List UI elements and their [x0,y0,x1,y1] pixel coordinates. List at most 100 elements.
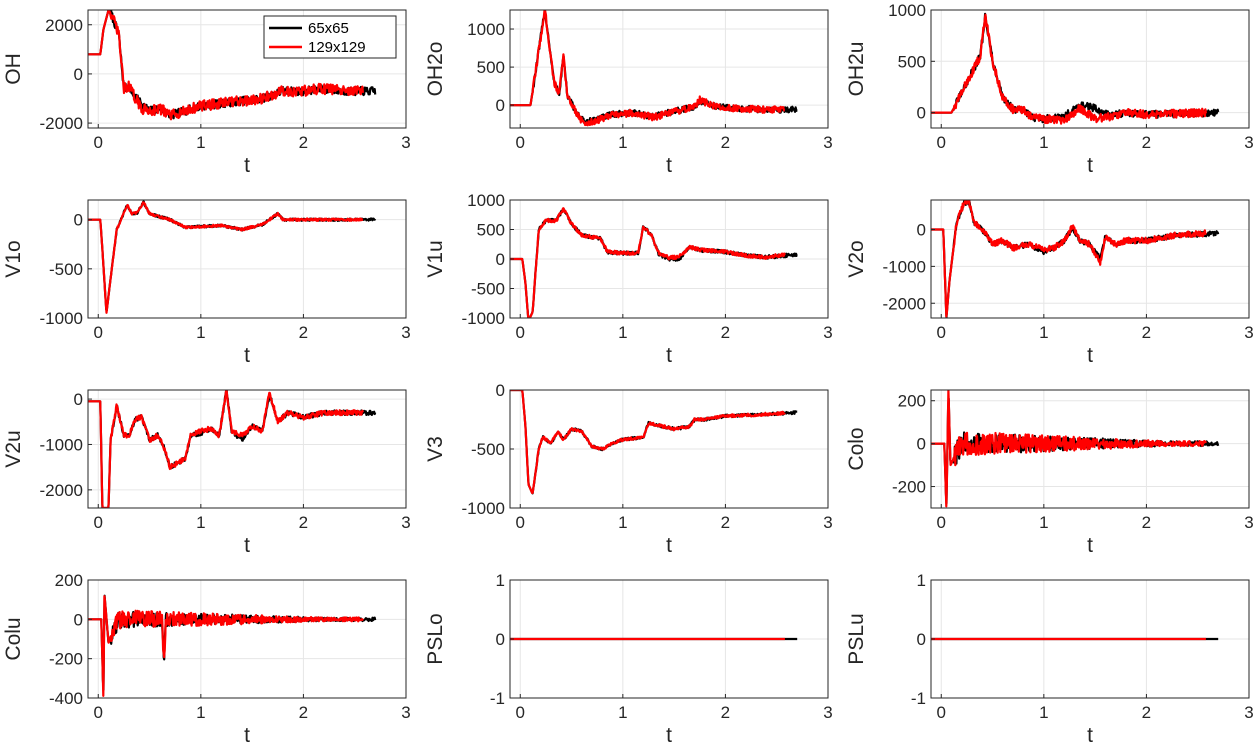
x-tick-label: 3 [823,513,832,532]
x-tick-label: 2 [721,323,730,342]
x-tick-label: 1 [196,703,205,722]
y-axis-label: V2o [845,240,868,277]
y-tick-label: -2000 [883,294,926,313]
x-tick-label: 2 [299,703,308,722]
y-tick-label: 0 [496,250,505,269]
subplot-pslu: 0 1 2 3 1 0 -1 t PSLu [845,571,1253,747]
y-tick-label: 0 [917,221,926,240]
y-tick-label: 0 [917,104,926,123]
subplot-v2o: 0 1 2 3 0 -1000 -2000 t V2o [845,199,1253,367]
x-tick-label: 1 [1039,703,1048,722]
y-axis-label: OH [2,53,25,85]
y-axis-label: PSLo [424,613,447,664]
y-tick-label: -200 [892,478,926,497]
y-tick-label: 1 [917,571,926,590]
x-tick-label: 1 [618,133,627,152]
y-tick-label: 500 [898,52,926,71]
x-tick-label: 2 [299,323,308,342]
x-tick-label: 1 [618,323,627,342]
x-tick-label: 0 [94,133,103,152]
y-tick-label: 0 [496,381,505,400]
series-line-129x129 [88,390,364,508]
subplot-oh2u: 0 1 2 3 1000 500 0 t OH2u [845,1,1253,177]
x-tick-label: 1 [1039,323,1048,342]
axes-box [930,389,1250,509]
y-tick-label: 1000 [888,1,926,20]
x-axis-label: t [1087,344,1093,367]
subplot-pslo: 0 1 2 3 1 0 -1 t PSLo [424,571,833,747]
x-axis-label: t [1087,534,1093,557]
x-tick-label: 0 [94,323,103,342]
x-tick-label: 0 [516,703,525,722]
axes-box [87,199,407,319]
x-tick-label: 3 [1244,133,1253,152]
y-tick-label: 0 [917,435,926,454]
x-tick-label: 3 [1244,703,1253,722]
x-tick-label: 2 [1142,703,1151,722]
series-line-129x129 [931,390,1207,508]
x-tick-label: 2 [299,513,308,532]
series-line-129x129 [510,207,786,318]
legend-box [263,15,397,59]
x-tick-label: 2 [721,703,730,722]
subplot-oh: 0 1 2 3 2000 0 -2000 t OH 65x65 129x129 [2,9,411,177]
y-tick-label: -2000 [40,114,83,133]
x-axis-label: t [244,344,250,367]
x-tick-label: 3 [1244,513,1253,532]
y-tick-label: 1 [496,571,505,590]
x-axis-label: t [666,344,672,367]
x-tick-label: 1 [1039,513,1048,532]
y-tick-label: 500 [477,221,505,240]
y-tick-label: -1 [911,689,926,708]
x-tick-label: 2 [721,513,730,532]
x-tick-label: 2 [721,133,730,152]
y-tick-label: 1000 [467,20,505,39]
x-axis-label: t [244,724,250,747]
series-line-65x65 [88,594,377,692]
x-tick-label: 0 [937,133,946,152]
subplot-colo: 0 1 2 3 200 0 -200 t Colo [845,389,1253,557]
series-line-129x129 [510,10,786,127]
y-axis-label: OH2o [424,42,447,97]
x-tick-label: 0 [937,513,946,532]
y-tick-label: -500 [471,280,505,299]
x-axis-label: t [666,154,672,177]
y-tick-label: 0 [917,630,926,649]
x-axis-label: t [244,534,250,557]
y-tick-label: 200 [898,392,926,411]
x-tick-label: 0 [937,703,946,722]
x-tick-label: 1 [196,323,205,342]
y-tick-label: 0 [74,211,83,230]
y-tick-label: 200 [55,571,83,590]
x-tick-label: 3 [401,133,410,152]
subplot-v2u: 0 1 2 3 0 -1000 -2000 t V2u [2,389,411,557]
x-axis-label: t [666,534,672,557]
x-tick-label: 0 [516,513,525,532]
legend: 65x65 129x129 [263,15,397,59]
x-tick-label: 0 [94,513,103,532]
x-tick-label: 2 [299,133,308,152]
y-tick-label: 2000 [45,16,83,35]
x-tick-label: 1 [196,133,205,152]
y-axis-label: V2u [2,430,25,467]
subplot-v1o: 0 1 2 3 0 -500 -1000 t V1o [2,199,411,367]
y-tick-label: -200 [49,650,83,669]
axes-box [87,579,407,699]
y-tick-label: 0 [74,390,83,409]
x-tick-label: 0 [937,323,946,342]
axes-box [87,9,407,129]
subplot-v1u: 0 1 2 3 1000 500 0 -500 -1000 t V1u [424,191,833,367]
legend-entry: 65x65 [308,20,349,37]
y-axis-label: V3 [424,436,447,462]
legend-entry: 129x129 [308,39,366,56]
y-tick-label: -500 [471,440,505,459]
x-tick-label: 0 [94,703,103,722]
axes-box [509,9,829,129]
y-axis-label: OH2u [845,42,868,97]
y-tick-label: -1000 [40,309,83,328]
x-tick-label: 1 [196,513,205,532]
x-tick-label: 1 [1039,133,1048,152]
x-tick-label: 0 [516,323,525,342]
x-axis-label: t [244,154,250,177]
